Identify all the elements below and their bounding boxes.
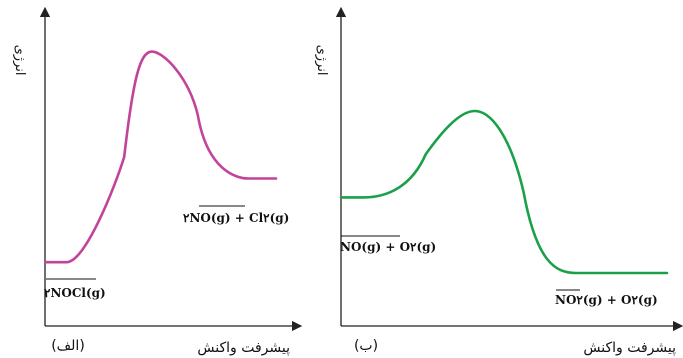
- panel-b-tag: (ب): [354, 338, 378, 354]
- panel-b-product-label: NO۲(g) + O۲(g): [555, 293, 658, 307]
- panel-a-x-axis-label: پیشرفت واکنش: [197, 340, 290, 356]
- panel-a-energy-curve: [44, 50, 278, 264]
- panel-a-y-axis-label: انرژی: [12, 45, 27, 76]
- panel-b-reactant-label: NO(g) + O۲(g): [340, 240, 436, 254]
- panel-a-reactant-label: ۲NOCl(g): [44, 286, 106, 300]
- panel-a-product-label: ۲NO(g) + Cl۲(g): [183, 211, 289, 225]
- panel-b: انرژی پیشرفت واکنش (ب) NO(g) + O۲(g) NO۲…: [314, 6, 683, 356]
- panel-a: انرژی پیشرفت واکنش (الف) ۲NOCl(g) ۲NO(g)…: [12, 6, 303, 356]
- panel-b-x-axis-label: پیشرفت واکنش: [583, 340, 676, 356]
- panel-b-y-axis-label: انرژی: [314, 45, 329, 76]
- panel-b-energy-curve: [339, 109, 669, 275]
- panel-a-tag: (الف): [51, 338, 85, 354]
